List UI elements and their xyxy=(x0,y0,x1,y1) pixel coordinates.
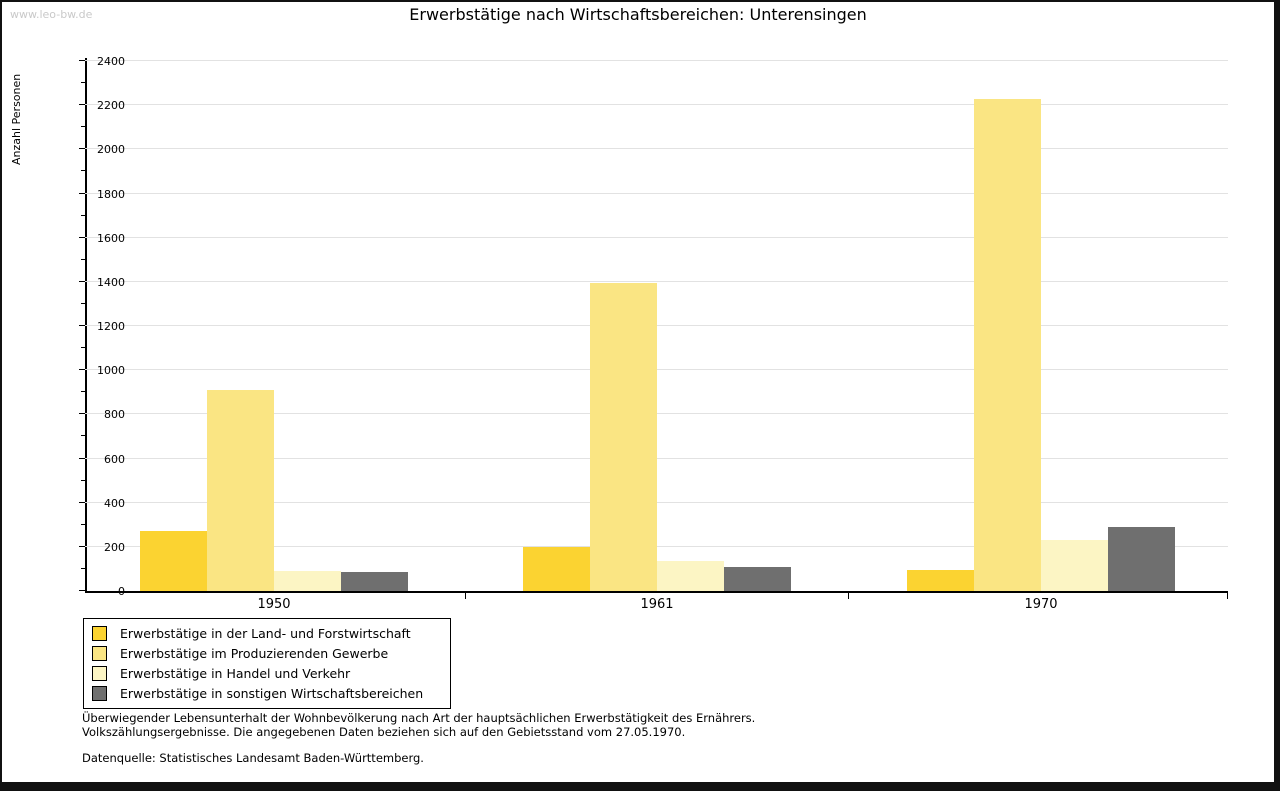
footnotes: Überwiegender Lebensunterhalt der Wohnbe… xyxy=(82,711,756,766)
major-tick-y-200 xyxy=(79,545,85,547)
x-boundary-tick-2 xyxy=(848,593,849,599)
bar-1961-series-2 xyxy=(590,282,657,591)
y-tick-label-200: 200 xyxy=(104,540,125,554)
major-tick-y-800 xyxy=(79,413,85,415)
legend-box: Erwerbstätige in der Land- und Forstwirt… xyxy=(83,618,451,709)
minor-tick-y-1300 xyxy=(81,302,85,304)
y-tick-label-2200: 2200 xyxy=(97,99,125,113)
bar-1950-series-1 xyxy=(140,531,207,591)
minor-tick-y-1500 xyxy=(81,258,85,260)
bar-1970-series-3 xyxy=(1041,540,1108,591)
minor-tick-y-1700 xyxy=(81,214,85,216)
major-tick-y-2400 xyxy=(79,60,85,61)
minor-tick-y-500 xyxy=(81,479,85,481)
legend-swatch-4 xyxy=(92,685,107,701)
bar-1950-series-3 xyxy=(274,571,341,591)
y-tick-label-2400: 2400 xyxy=(97,55,125,68)
chart-title: Erwerbstätige nach Wirtschaftsbereichen:… xyxy=(409,5,867,24)
legend-item-2: Erwerbstätige im Produzierenden Gewerbe xyxy=(84,643,450,663)
legend-swatch-2 xyxy=(92,645,107,661)
major-tick-y-1800 xyxy=(79,192,85,194)
legend-swatch-1 xyxy=(92,625,107,641)
minor-tick-y-300 xyxy=(81,523,85,525)
minor-tick-y-100 xyxy=(81,567,85,569)
legend-item-4: Erwerbstätige in sonstigen Wirtschaftsbe… xyxy=(84,683,450,703)
y-tick-label-0: 0 xyxy=(118,585,125,598)
major-tick-y-1200 xyxy=(79,325,85,326)
y-tick-label-1600: 1600 xyxy=(97,231,125,245)
minor-tick-y-1100 xyxy=(81,347,85,349)
footnote-line-1: Überwiegender Lebensunterhalt der Wohnbe… xyxy=(82,711,756,725)
footnote-line-2: Volkszählungsergebnisse. Die angegebenen… xyxy=(82,724,686,739)
bar-1970-series-2 xyxy=(974,98,1041,591)
x-category-label-1950: 1950 xyxy=(257,597,291,612)
watermark-url: www.leo-bw.de xyxy=(10,8,93,21)
legend-swatch-3 xyxy=(92,665,107,681)
x-category-label-1961: 1961 xyxy=(640,597,674,612)
gridline-y-2000 xyxy=(85,148,1228,150)
y-tick-label-600: 600 xyxy=(104,452,125,466)
legend-item-3: Erwerbstätige in Handel und Verkehr xyxy=(84,663,450,683)
legend-label-2: Erwerbstätige im Produzierenden Gewerbe xyxy=(120,645,389,661)
legend-item-1: Erwerbstätige in der Land- und Forstwirt… xyxy=(84,623,450,643)
gridline-y-1600 xyxy=(85,236,1228,238)
x-axis-line xyxy=(85,591,1228,593)
gridline-y-2200 xyxy=(85,104,1228,106)
y-tick-label-800: 800 xyxy=(104,408,125,422)
y-tick-label-1000: 1000 xyxy=(97,364,125,378)
major-tick-y-2000 xyxy=(79,148,85,150)
y-axis-title: Anzahl Personen xyxy=(10,73,23,165)
x-boundary-tick-1 xyxy=(465,593,466,599)
minor-tick-y-700 xyxy=(81,435,85,437)
y-tick-label-1200: 1200 xyxy=(97,320,125,333)
y-tick-label-400: 400 xyxy=(104,496,125,510)
legend-label-1: Erwerbstätige in der Land- und Forstwirt… xyxy=(120,625,411,641)
bar-1950-series-4 xyxy=(341,572,408,591)
major-tick-y-400 xyxy=(79,501,85,503)
major-tick-y-1000 xyxy=(79,369,85,371)
major-tick-y-1400 xyxy=(79,280,85,282)
major-tick-y-1600 xyxy=(79,236,85,238)
legend-label-4: Erwerbstätige in sonstigen Wirtschaftsbe… xyxy=(120,685,424,701)
major-tick-y-0 xyxy=(79,590,85,591)
bar-1961-series-3 xyxy=(657,561,724,591)
y-tick-label-1400: 1400 xyxy=(97,275,125,289)
gridline-y-1400 xyxy=(85,280,1228,282)
minor-tick-y-900 xyxy=(81,391,85,393)
bar-1961-series-4 xyxy=(724,566,791,591)
bar-1961-series-1 xyxy=(523,546,590,591)
minor-tick-y-1900 xyxy=(81,170,85,172)
x-category-label-1970: 1970 xyxy=(1024,597,1058,612)
bar-1970-series-1 xyxy=(907,570,974,591)
minor-tick-y-2300 xyxy=(81,82,85,84)
gridline-y-1800 xyxy=(85,192,1228,194)
y-tick-label-1800: 1800 xyxy=(97,187,125,201)
major-tick-y-600 xyxy=(79,457,85,459)
y-tick-label-2000: 2000 xyxy=(97,143,125,157)
bar-1970-series-4 xyxy=(1108,526,1175,591)
legend-label-3: Erwerbstätige in Handel und Verkehr xyxy=(120,665,351,681)
data-source: Datenquelle: Statistisches Landesamt Bad… xyxy=(82,751,424,765)
plot-area xyxy=(79,58,1228,599)
major-tick-y-2200 xyxy=(79,104,85,106)
bar-1950-series-2 xyxy=(207,390,274,591)
x-boundary-tick-3 xyxy=(1227,593,1228,599)
gridline-y-2400 xyxy=(85,60,1228,61)
minor-tick-y-2100 xyxy=(81,126,85,128)
